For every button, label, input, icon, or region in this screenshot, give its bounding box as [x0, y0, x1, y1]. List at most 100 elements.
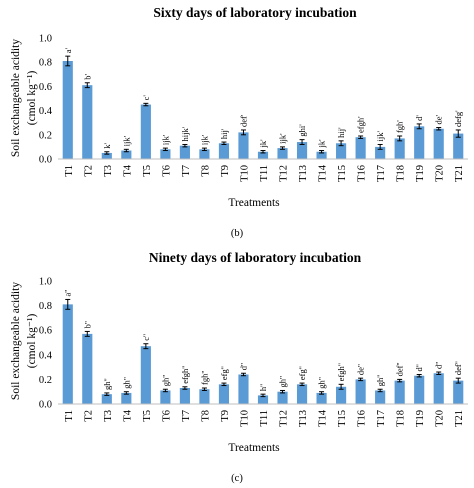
significance-letter: k' [102, 142, 112, 148]
significance-letter: fgh'' [199, 370, 209, 385]
bar [336, 143, 347, 159]
significance-letter: c'' [141, 333, 151, 340]
x-tick-label: T13 [298, 165, 309, 182]
x-tick-label: T8 [200, 410, 211, 422]
significance-letter: efg'' [219, 366, 229, 380]
bar [199, 149, 210, 159]
x-tick-label: T7 [181, 410, 192, 422]
x-tick-label: T6 [161, 410, 172, 422]
significance-letter: b'' [82, 321, 92, 329]
svg-text:(cmol kg⁻¹): (cmol kg⁻¹) [26, 314, 38, 369]
x-tick-label: T2 [83, 165, 94, 177]
significance-letter: ijk' [278, 133, 288, 144]
x-tick-label: T5 [142, 165, 153, 177]
bar [375, 390, 386, 404]
bar [62, 60, 73, 159]
x-tick-label: T21 [454, 410, 465, 427]
bar [453, 133, 464, 159]
y-axis-unit: (cmol kg⁻¹) [26, 71, 38, 126]
significance-letter: ijk' [121, 135, 131, 146]
chart-panel-ninety-days: Ninety days of laboratory incubation Soi… [10, 250, 468, 484]
svg-text:Soil exchangeable acidity: Soil exchangeable acidity [10, 39, 22, 157]
x-tick-label: T15 [337, 165, 348, 182]
significance-letter: def' [238, 114, 248, 127]
x-tick-label: T13 [298, 410, 309, 427]
significance-letter: def'' [395, 362, 405, 376]
bar [121, 392, 132, 404]
significance-letter: gh'' [160, 374, 170, 386]
bar [218, 384, 230, 404]
x-tick-label: T12 [279, 165, 290, 182]
significance-letter: gh'' [102, 378, 112, 390]
bar [238, 374, 249, 404]
figure-caption: (b) [231, 228, 244, 239]
bar [101, 152, 112, 159]
x-tick-label: T7 [181, 165, 192, 177]
significance-letter: de' [434, 115, 444, 125]
bar [82, 333, 93, 404]
bar [414, 375, 425, 404]
x-axis-label: Treatments [228, 442, 280, 454]
significance-letter: jk' [258, 139, 268, 149]
x-tick-label: T10 [239, 410, 250, 427]
x-tick-label: T19 [415, 410, 426, 427]
bar [277, 148, 288, 159]
x-tick-label: T3 [103, 165, 114, 177]
x-tick-label: T14 [318, 409, 329, 427]
chart-title: Ninety days of laboratory incubation [149, 250, 362, 265]
bar [140, 346, 151, 404]
x-tick-label: T21 [454, 165, 465, 182]
bar [160, 390, 171, 404]
significance-letter: d'' [434, 361, 444, 369]
x-tick-label: T20 [435, 410, 446, 427]
significance-letter: gh'' [121, 377, 131, 389]
y-axis-unit: (cmol kg⁻¹) [26, 314, 38, 369]
bar [121, 150, 132, 159]
significance-letter: d'' [238, 362, 248, 370]
y-tick-label: 0.6 [39, 82, 52, 93]
x-tick-label: T2 [83, 410, 94, 422]
bar [218, 143, 230, 159]
y-tick-label: 0.4 [39, 106, 53, 117]
bar [316, 392, 327, 404]
y-tick-label: 0.0 [39, 400, 52, 411]
bar [179, 145, 190, 159]
significance-letter: hijk' [180, 126, 190, 141]
significance-letter: ijk' [375, 131, 385, 142]
bar [296, 142, 308, 159]
x-tick-label: T10 [239, 165, 250, 182]
x-tick-label: T16 [357, 165, 368, 182]
bar [375, 146, 386, 159]
bar [355, 137, 366, 159]
chart-title: Sixty days of laboratory incubation [153, 5, 357, 20]
significance-letter: d'' [414, 364, 424, 372]
chart-panel-sixty-days: Sixty days of laboratory incubation Soil… [10, 5, 468, 239]
x-tick-label: T11 [259, 410, 270, 427]
svg-text:(cmol kg⁻¹): (cmol kg⁻¹) [26, 71, 38, 126]
bar [336, 386, 347, 404]
y-tick-label: 0.2 [39, 375, 52, 386]
y-tick-label: 1.0 [39, 277, 52, 288]
x-tick-label: T12 [279, 410, 290, 427]
significance-letter: d' [414, 115, 424, 121]
x-tick-label: T4 [122, 164, 133, 176]
bar [414, 126, 425, 159]
significance-letter: efgh' [356, 116, 366, 133]
significance-letter: a'' [63, 289, 73, 296]
bar [394, 138, 405, 159]
x-tick-label: T4 [122, 409, 133, 421]
significance-letter: hij' [336, 127, 346, 138]
x-tick-label: T9 [220, 410, 231, 422]
significance-letter: ijk' [199, 134, 209, 145]
y-tick-label: 0.8 [39, 301, 52, 312]
significance-letter: b' [82, 74, 92, 80]
svg-text:Soil exchangeable acidity: Soil exchangeable acidity [10, 282, 22, 400]
bar [355, 379, 366, 404]
bar [238, 132, 249, 159]
significance-letter: efg'' [297, 366, 307, 380]
x-tick-label: T20 [435, 165, 446, 182]
x-axis-label: Treatments [228, 197, 280, 209]
y-tick-label: 0.6 [39, 326, 52, 337]
y-tick-label: 0.8 [39, 58, 52, 69]
significance-letter: efgh'' [180, 365, 190, 384]
